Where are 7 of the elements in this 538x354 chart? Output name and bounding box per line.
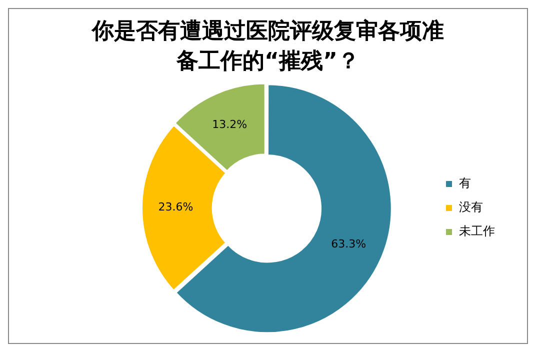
chart-title: 你是否有遭遇过医院评级复审各项准备工作的“摧残”？ bbox=[90, 18, 445, 76]
data-label: 23.6% bbox=[158, 200, 194, 214]
legend-label: 没有 bbox=[459, 200, 483, 214]
data-label: 13.2% bbox=[212, 118, 248, 132]
legend-label: 有 bbox=[459, 176, 471, 190]
data-label: 63.3% bbox=[331, 237, 366, 250]
legend-label: 未工作 bbox=[459, 224, 495, 238]
